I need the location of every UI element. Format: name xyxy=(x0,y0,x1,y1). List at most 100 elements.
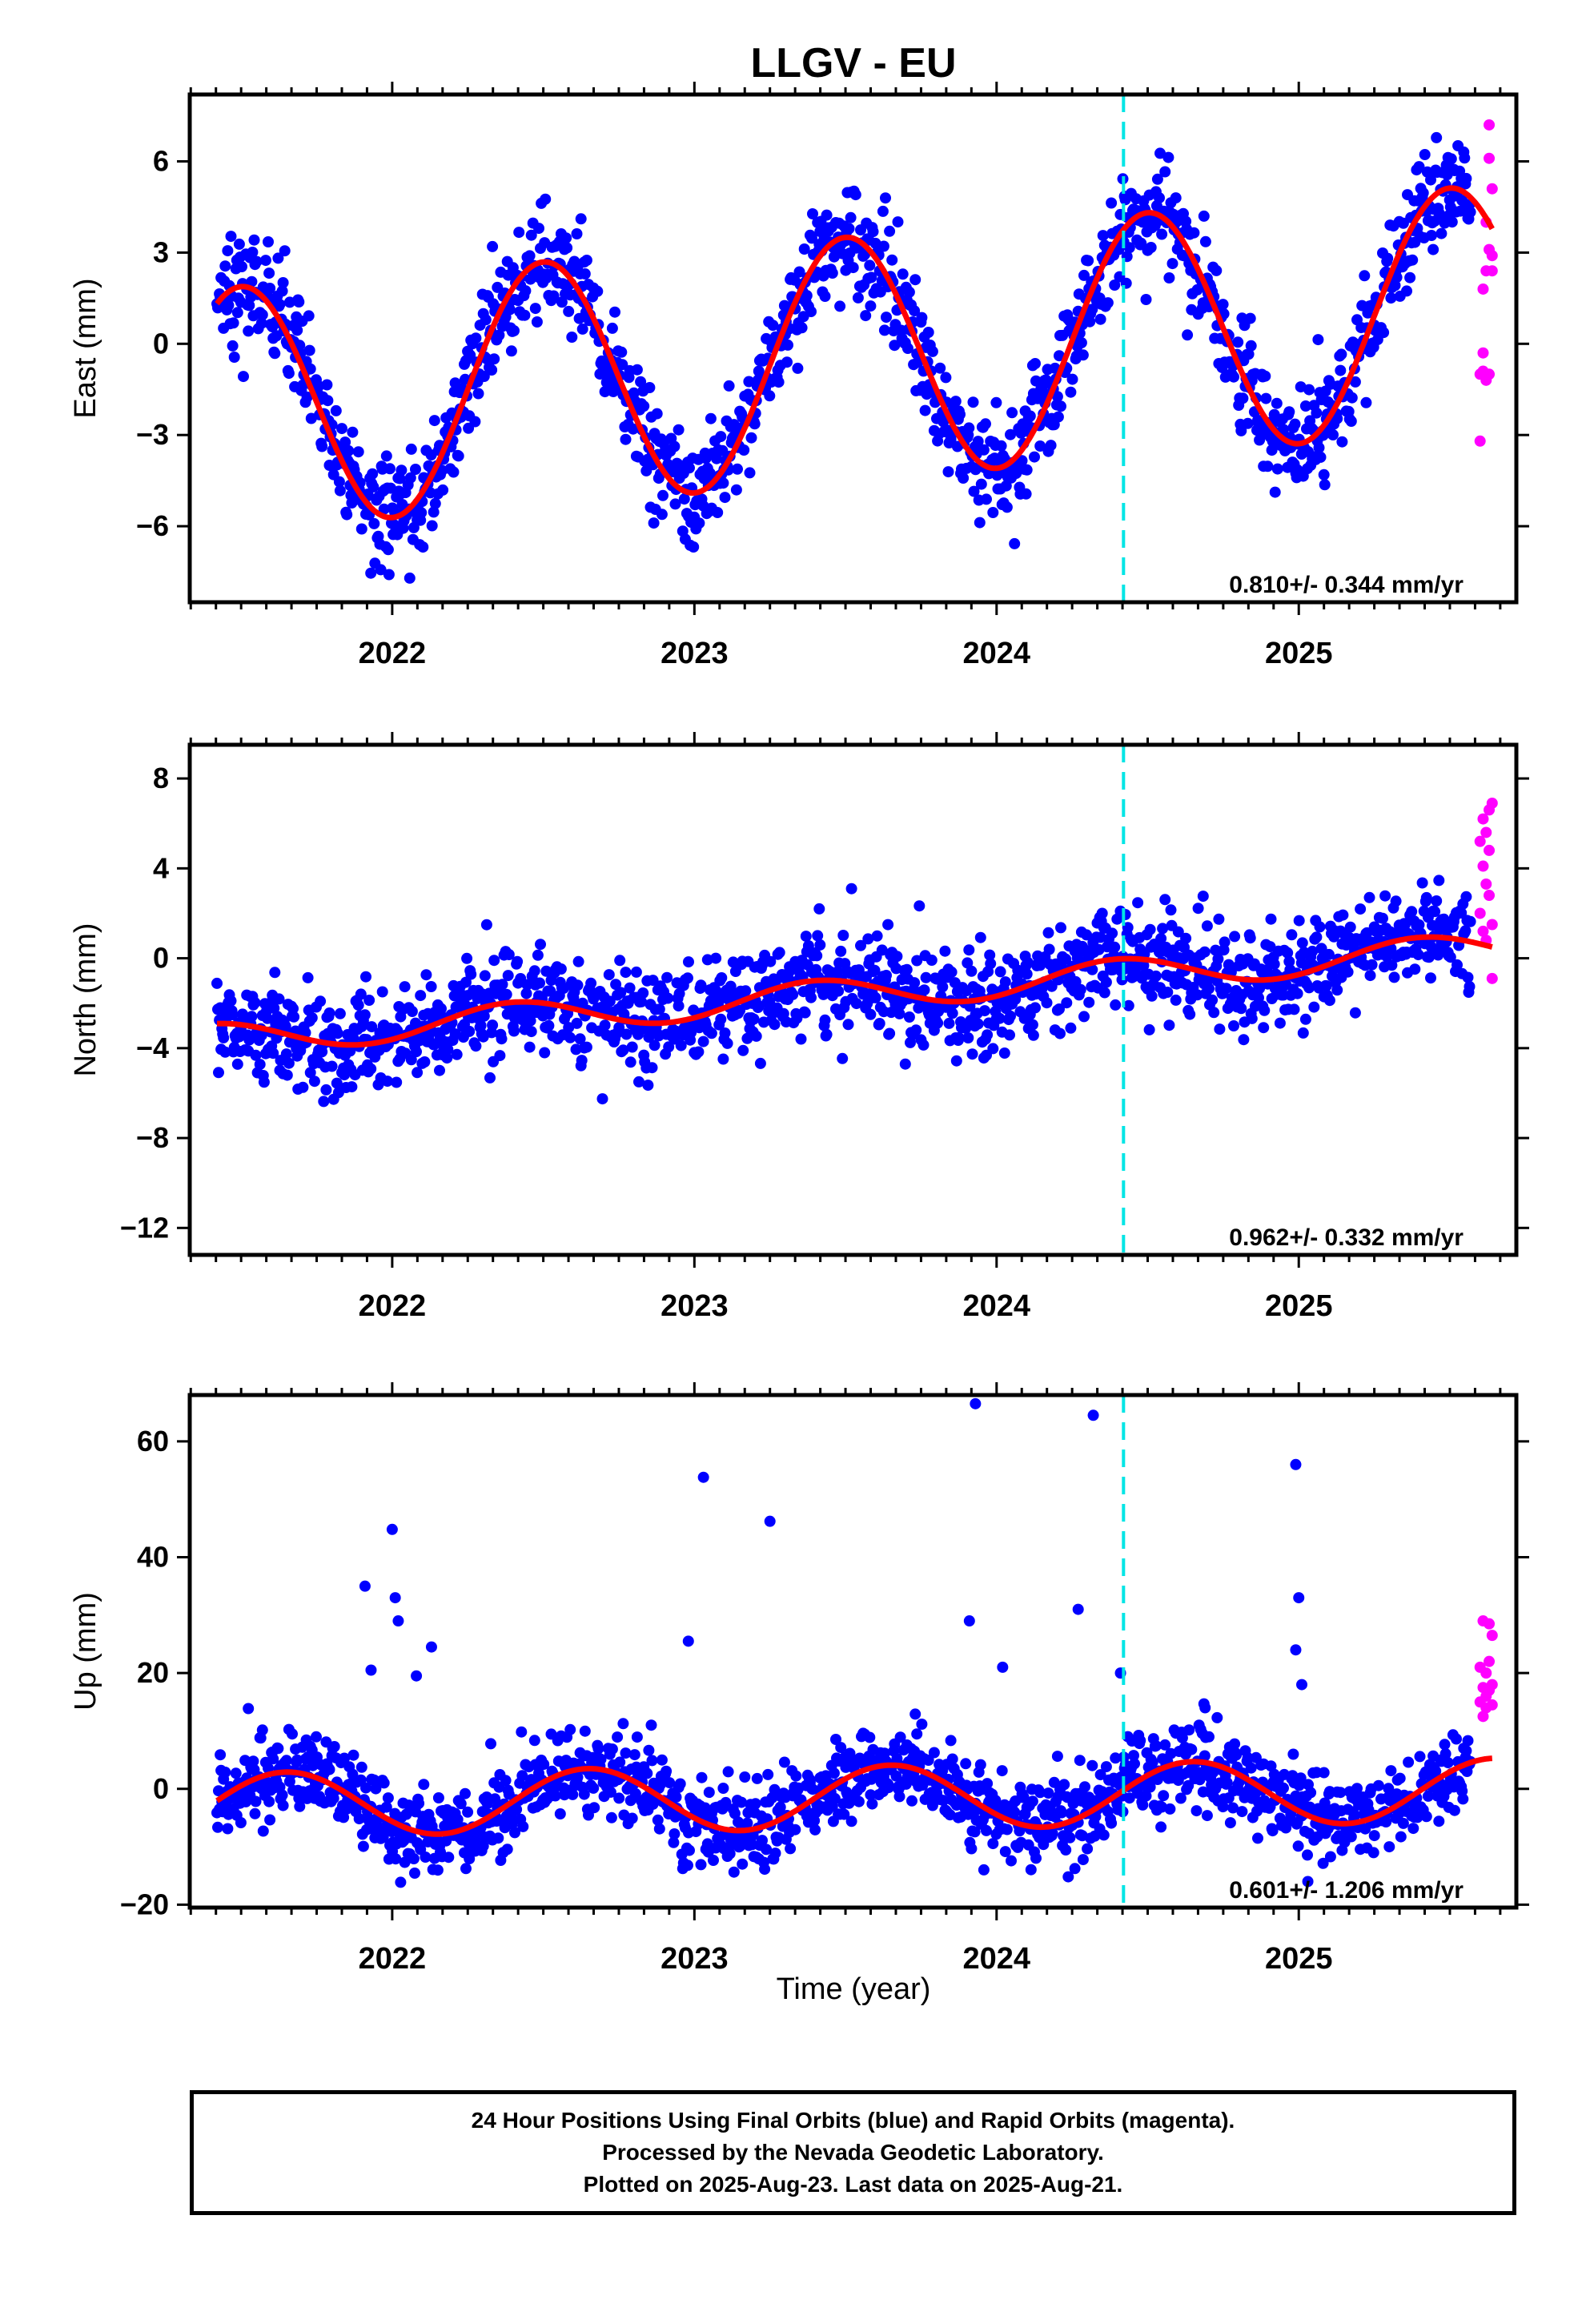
final-orbit-point xyxy=(958,472,970,484)
final-orbit-point xyxy=(630,966,642,978)
caption-line-2: Processed by the Nevada Geodetic Laborat… xyxy=(602,2140,1104,2165)
outlier-point xyxy=(1072,1603,1084,1615)
final-orbit-point xyxy=(1274,1017,1286,1029)
final-orbit-point xyxy=(1323,995,1335,1007)
final-orbit-point xyxy=(1030,358,1041,369)
final-orbit-point xyxy=(1287,1748,1299,1760)
final-orbit-point xyxy=(355,988,367,1000)
final-orbit-point xyxy=(267,1047,279,1059)
final-orbit-point xyxy=(1214,1023,1226,1035)
final-orbit-point xyxy=(661,1765,673,1777)
final-orbit-point xyxy=(1409,963,1421,975)
final-orbit-point xyxy=(1242,417,1254,429)
y-tick-label: −12 xyxy=(120,1211,169,1244)
final-orbit-point xyxy=(1349,376,1361,388)
final-orbit-point xyxy=(280,1048,292,1060)
final-orbit-point xyxy=(360,971,371,983)
final-orbit-point xyxy=(979,1005,990,1017)
final-orbit-point xyxy=(740,985,752,997)
final-orbit-point xyxy=(801,290,813,302)
final-orbit-point xyxy=(256,1724,268,1736)
final-orbit-point xyxy=(1391,271,1403,283)
final-orbit-point xyxy=(1385,292,1397,304)
final-orbit-point xyxy=(901,963,913,975)
final-orbit-point xyxy=(998,1047,1010,1059)
final-orbit-point xyxy=(981,493,992,505)
final-orbit-point xyxy=(1377,912,1388,924)
final-orbit-point xyxy=(291,1754,303,1766)
final-orbit-point xyxy=(1422,1790,1434,1802)
final-orbit-point xyxy=(860,310,872,322)
final-orbit-point xyxy=(845,211,857,223)
final-orbit-point xyxy=(231,1058,243,1070)
final-orbit-point xyxy=(865,1008,877,1020)
final-orbit-point xyxy=(606,1743,618,1755)
final-orbit-point xyxy=(787,988,799,1000)
final-orbit-point xyxy=(761,1844,773,1856)
final-orbit-point xyxy=(1132,897,1144,909)
final-orbit-point xyxy=(478,1010,490,1022)
rapid-orbit-point xyxy=(1486,1679,1498,1691)
final-orbit-point xyxy=(1416,877,1428,889)
final-orbit-point xyxy=(455,1798,467,1810)
final-orbit-point xyxy=(1043,943,1055,955)
plot-area xyxy=(211,745,1498,1255)
final-orbit-point xyxy=(1144,1781,1156,1793)
final-orbit-point xyxy=(966,1048,978,1060)
final-orbit-point xyxy=(341,509,353,521)
final-orbit-point xyxy=(571,228,583,239)
final-orbit-point xyxy=(1305,1787,1317,1799)
final-orbit-point xyxy=(496,979,508,991)
final-orbit-point xyxy=(722,1766,734,1778)
final-orbit-point xyxy=(1271,397,1283,409)
final-orbit-point xyxy=(352,999,364,1011)
final-orbit-point xyxy=(1267,1825,1279,1837)
final-orbit-point xyxy=(805,991,817,1003)
east-panel: −6 −3 0 3 6 2022 2023 2024 2025 East (mm) 0.810+/-… xyxy=(69,82,1529,670)
final-orbit-point xyxy=(1096,907,1108,919)
final-orbit-point xyxy=(670,1791,682,1803)
final-orbit-point xyxy=(717,1783,729,1794)
final-orbit-point xyxy=(847,262,859,274)
final-orbit-point xyxy=(624,982,636,994)
final-orbit-point xyxy=(485,1738,496,1750)
final-orbit-point xyxy=(809,1823,821,1835)
final-orbit-point xyxy=(869,991,881,1003)
final-orbit-point xyxy=(370,1783,382,1795)
panel-frame xyxy=(187,92,1519,605)
final-orbit-point xyxy=(532,949,544,961)
final-orbit-point xyxy=(781,356,793,368)
y-tick-label: −6 xyxy=(136,509,169,542)
outlier-point xyxy=(425,1641,437,1653)
final-orbit-point xyxy=(390,1853,402,1865)
final-orbit-point xyxy=(712,507,724,518)
final-orbit-point xyxy=(720,1796,732,1808)
final-orbit-point xyxy=(566,332,578,343)
final-orbit-point xyxy=(420,1852,432,1863)
final-orbit-point xyxy=(1227,1802,1239,1814)
final-orbit-point xyxy=(1382,252,1394,264)
final-orbit-point xyxy=(765,955,777,967)
final-orbit-point xyxy=(509,1827,520,1839)
final-orbit-point xyxy=(708,1855,719,1866)
final-orbit-point xyxy=(939,945,951,957)
final-orbit-point xyxy=(1061,997,1073,1009)
final-orbit-point xyxy=(1311,407,1323,419)
final-orbit-point xyxy=(737,1858,749,1870)
final-orbit-point xyxy=(1135,237,1147,249)
final-orbit-point xyxy=(475,1019,487,1031)
final-orbit-point xyxy=(1431,895,1443,907)
final-orbit-point xyxy=(420,969,432,981)
final-orbit-point xyxy=(940,372,952,384)
final-orbit-point xyxy=(704,468,716,479)
final-orbit-point xyxy=(1444,951,1456,963)
final-orbit-point xyxy=(845,883,857,895)
final-orbit-point xyxy=(1351,1783,1363,1795)
final-orbit-point xyxy=(1337,909,1349,921)
final-orbit-point xyxy=(1220,983,1232,995)
final-orbit-point xyxy=(978,1864,990,1876)
final-orbit-point xyxy=(909,1708,921,1720)
final-orbit-point xyxy=(1201,1810,1213,1822)
final-orbit-point xyxy=(945,1735,957,1747)
final-orbit-point xyxy=(512,955,524,967)
